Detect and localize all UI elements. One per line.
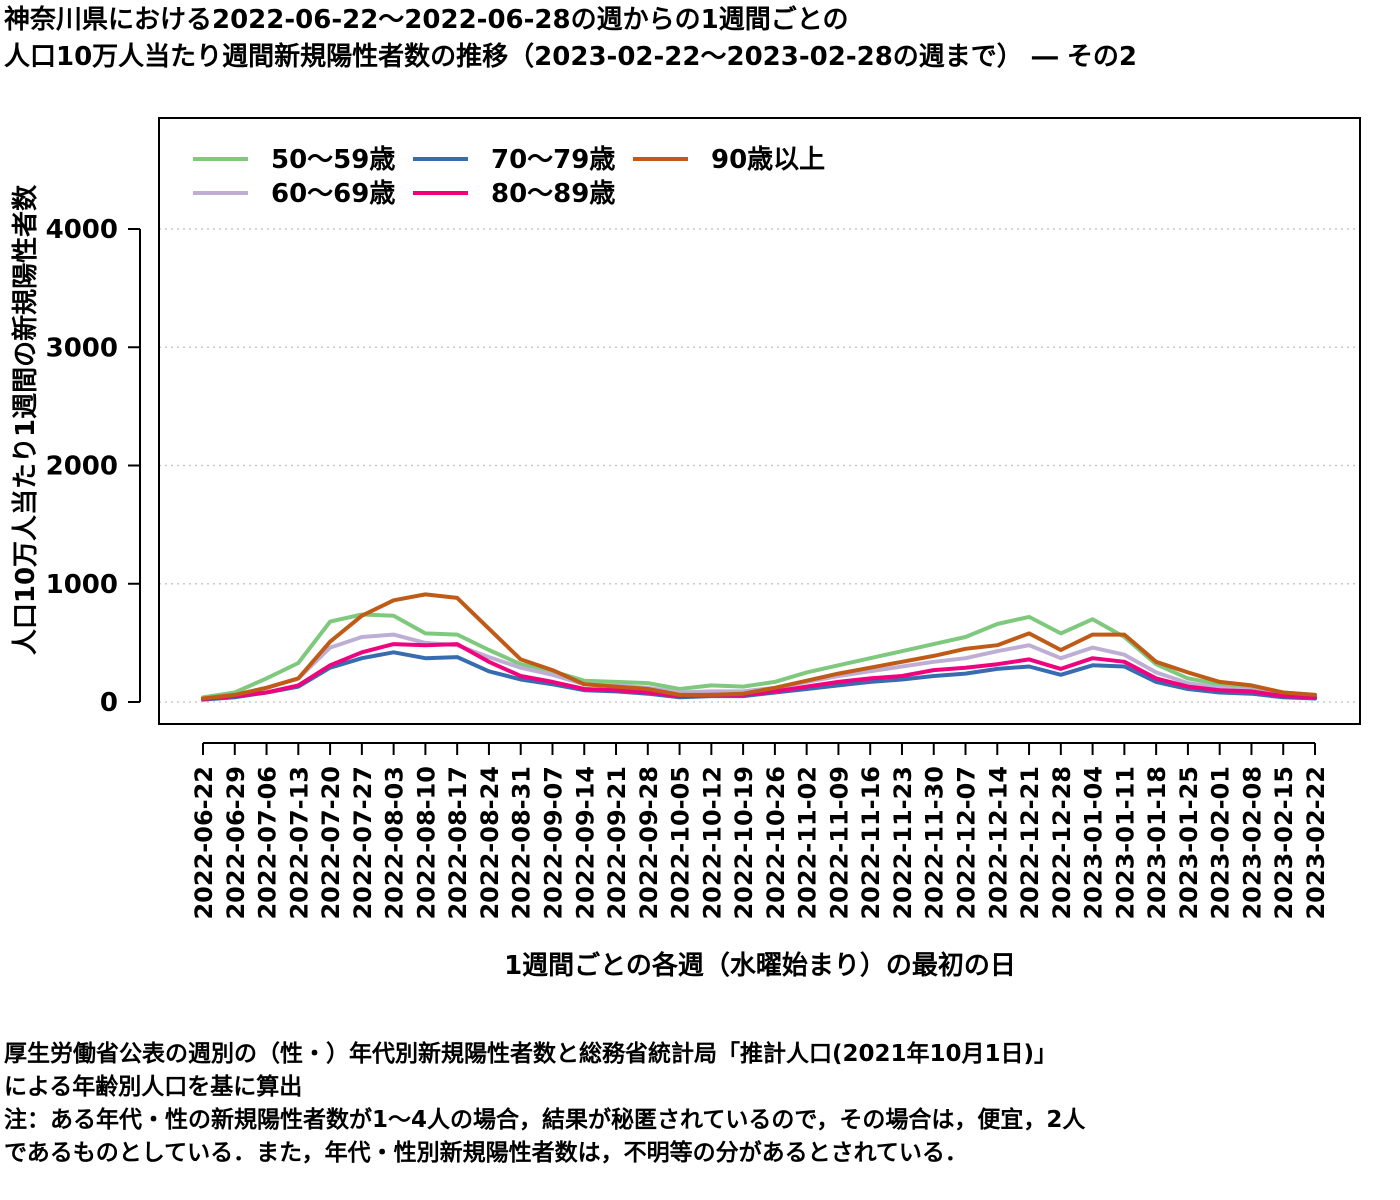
- legend-item: 60～69歳: [193, 179, 395, 209]
- legend-label: 60～69歳: [271, 179, 395, 209]
- x-axis-label: 1週間ごとの各週（水曜始まり）の最初の日: [504, 950, 1016, 981]
- plot-frame: [158, 117, 1361, 725]
- x-tick-label: 2023-02-01: [1207, 766, 1235, 920]
- note-line-1: 厚生労働省公表の週別の（性・）年代別新規陽性者数と総務省統計局「推計人口(202…: [4, 1041, 1058, 1067]
- x-tick-label: 2022-11-09: [825, 766, 853, 920]
- note-line-4: であるものとしている．また，年代・性別新規陽性者数は，不明等の分があるとされてい…: [4, 1140, 968, 1166]
- x-tick-label: 2022-07-27: [349, 766, 377, 920]
- y-tick-label: 3000: [46, 333, 118, 363]
- x-tick-label: 2022-08-17: [444, 766, 472, 920]
- legend-item: 70～79歳: [413, 145, 615, 175]
- x-tick-label: 2023-01-04: [1080, 766, 1108, 920]
- x-tick-label: 2022-09-07: [539, 766, 567, 920]
- x-tick-label: 2022-12-21: [1016, 766, 1044, 920]
- chart-title: 神奈川県における2022-06-22～2022-06-28の週からの1週間ごとの…: [4, 2, 1137, 76]
- x-tick-label: 2022-12-28: [1048, 766, 1076, 920]
- note-line-2: による年齢別人口を基に算出: [4, 1074, 303, 1100]
- x-tick-label: 2023-02-15: [1270, 766, 1298, 920]
- x-tick-label: 2022-08-10: [412, 766, 440, 920]
- legend-item: 90歳以上: [633, 145, 825, 175]
- x-tick-label: 2022-12-14: [984, 766, 1012, 920]
- x-tick-label: 2022-12-07: [953, 766, 981, 920]
- x-tick-label: 2022-06-29: [222, 766, 250, 920]
- x-tick-label: 2022-10-19: [730, 766, 758, 920]
- x-tick-label: 2022-06-22: [190, 766, 218, 920]
- x-tick-label: 2023-02-08: [1238, 766, 1266, 920]
- y-tick-label: 2000: [46, 452, 118, 482]
- x-tick-label: 2023-01-11: [1111, 766, 1139, 920]
- x-tick-label: 2022-11-23: [889, 766, 917, 920]
- note-line-3: 注：ある年代・性の新規陽性者数が1～4人の場合，結果が秘匿されているので，その場…: [4, 1107, 1086, 1133]
- series-lines: [201, 592, 1317, 702]
- x-tick-label: 2022-08-31: [508, 766, 536, 920]
- y-tick-label: 4000: [46, 215, 118, 245]
- x-tick-label: 2022-10-26: [762, 766, 790, 920]
- title-line-1: 神奈川県における2022-06-22～2022-06-28の週からの1週間ごとの: [4, 5, 849, 35]
- series-line: [201, 592, 1317, 701]
- legend-label: 50～59歳: [271, 145, 395, 175]
- legend-label: 80～89歳: [491, 179, 615, 209]
- x-tick-label: 2023-01-25: [1175, 766, 1203, 920]
- legend-item: 80～89歳: [413, 179, 615, 209]
- x-tick-label: 2022-07-20: [317, 766, 345, 920]
- gridlines: [159, 228, 1360, 703]
- x-tick-label: 2022-07-06: [254, 766, 282, 920]
- x-tick-label: 2022-08-24: [476, 766, 504, 920]
- legend-item: 50～59歳: [193, 145, 395, 175]
- x-tick-label: 2022-07-13: [285, 766, 313, 920]
- x-tick-label: 2022-10-05: [667, 766, 695, 920]
- source-notes: 厚生労働省公表の週別の（性・）年代別新規陽性者数と総務省統計局「推計人口(202…: [4, 1038, 1085, 1170]
- x-tick-label: 2022-10-12: [698, 766, 726, 920]
- series-line: [201, 642, 1317, 701]
- y-tick-label: 0: [100, 688, 118, 718]
- y-tick-label: 1000: [46, 570, 118, 600]
- legend-label: 70～79歳: [491, 145, 615, 175]
- x-tick-label: 2022-09-28: [635, 766, 663, 920]
- x-axis: 2022-06-22 2022-06-29 2022-07-06 2022-07-13…: [190, 742, 1330, 920]
- x-tick-label: 2022-09-14: [571, 766, 599, 920]
- x-tick-label: 2023-01-18: [1143, 766, 1171, 920]
- x-tick-label: 2022-08-03: [381, 766, 409, 920]
- title-line-2: 人口10万人当たり週間新規陽性者数の推移（2023-02-22～2023-02-…: [4, 42, 1137, 72]
- x-tick-label: 2022-09-21: [603, 766, 631, 920]
- x-tick-label: 2023-02-22: [1302, 766, 1330, 920]
- legend: 50～59歳 60～69歳 70～79歳 80～89歳 90歳以上: [193, 145, 825, 209]
- x-tick-label: 2022-11-16: [857, 766, 885, 920]
- y-axis-label: 人口10万人当たり1週間の新規陽性者数: [10, 184, 41, 655]
- x-tick-label: 2022-11-30: [921, 766, 949, 920]
- legend-label: 90歳以上: [711, 145, 825, 175]
- y-axis: 0 1000 2000 3000 4000: [46, 215, 141, 718]
- x-tick-label: 2022-11-02: [794, 766, 822, 920]
